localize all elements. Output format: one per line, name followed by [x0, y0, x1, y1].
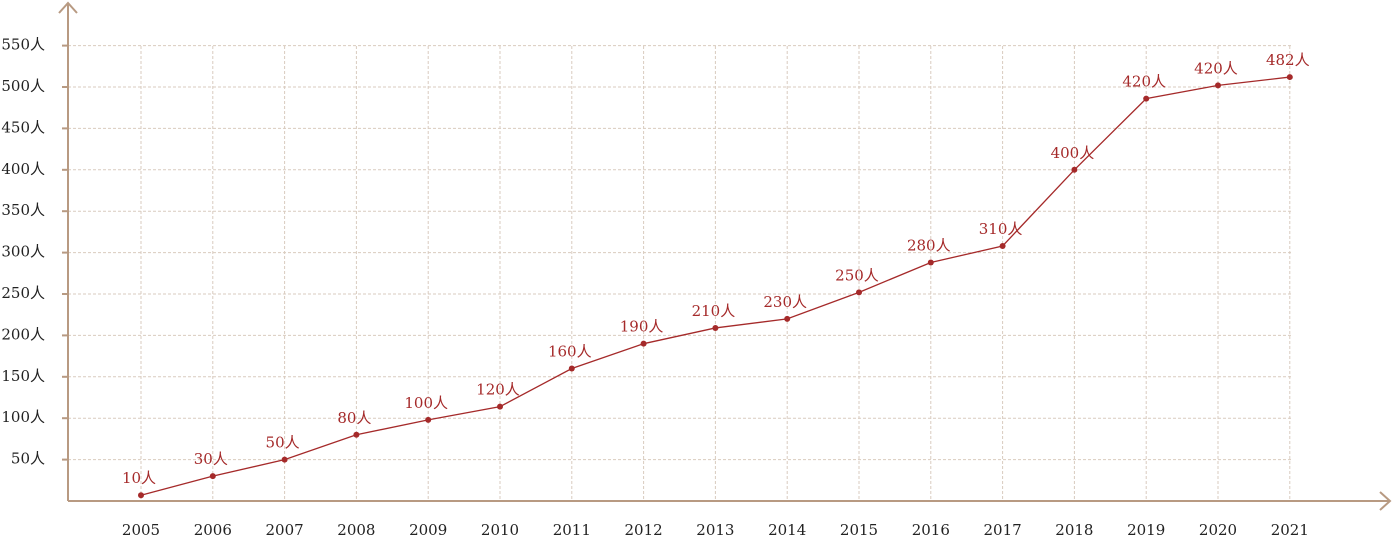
- data-point: [784, 315, 791, 322]
- data-label: 30人: [194, 450, 228, 468]
- x-tick-label: 2019: [1127, 521, 1165, 537]
- data-point: [712, 324, 719, 331]
- x-tick-label: 2013: [696, 521, 734, 537]
- x-tick-label: 2015: [840, 521, 878, 537]
- x-tick-labels: 2005 2006 2007 2008 2009 2010 2011 2012 2013 2014…: [122, 521, 1309, 537]
- data-point: [1071, 166, 1078, 173]
- y-tick-label: 150人: [1, 367, 45, 385]
- data-label: 482人: [1266, 51, 1310, 69]
- data-label: 420人: [1122, 73, 1166, 91]
- y-tick-label: 500人: [1, 77, 45, 95]
- x-tick-label: 2011: [553, 521, 591, 537]
- series-line: [138, 74, 1293, 499]
- chart-axes: [58, 1, 1392, 511]
- data-point: [1143, 95, 1150, 102]
- y-tick-label: 200人: [1, 325, 45, 343]
- x-tick-label: 2014: [768, 521, 806, 537]
- data-point: [281, 456, 288, 463]
- y-tick-label: 450人: [1, 118, 45, 136]
- data-point: [1215, 82, 1221, 89]
- chart-grid: [68, 45, 1292, 501]
- x-tick-label: 2007: [266, 521, 304, 537]
- y-tick-labels: 50人 100人 150人 200人 250人 300人 350人 400人 450人 500人 5…: [1, 36, 68, 468]
- x-tick-label: 2017: [984, 521, 1022, 537]
- y-tick-label: 300人: [1, 243, 45, 261]
- x-tick-label: 2006: [194, 521, 232, 537]
- y-tick-label: 50人: [11, 450, 45, 468]
- data-point: [353, 431, 360, 438]
- y-tick-label: 250人: [1, 284, 45, 302]
- data-label: 400人: [1051, 144, 1095, 162]
- data-point: [568, 365, 575, 372]
- data-point: [999, 242, 1006, 249]
- x-tick-label: 2005: [122, 521, 160, 537]
- x-tick-label: 2016: [912, 521, 950, 537]
- x-tick-label: 2021: [1271, 521, 1309, 537]
- data-label: 100人: [404, 394, 448, 412]
- y-tick-label: 550人: [1, 36, 45, 54]
- x-tick-label: 2020: [1199, 521, 1237, 537]
- data-label: 50人: [266, 434, 300, 452]
- data-point: [425, 416, 432, 423]
- x-tick-label: 2008: [337, 521, 375, 537]
- x-tick-label: 2010: [481, 521, 519, 537]
- data-label: 10人: [122, 469, 156, 487]
- data-label: 420人: [1194, 59, 1238, 77]
- data-point: [497, 403, 503, 410]
- data-label: 120人: [476, 381, 520, 399]
- data-label: 80人: [337, 409, 371, 427]
- data-point: [640, 340, 647, 347]
- data-label: 310人: [979, 220, 1023, 238]
- y-axis-arrow-icon: [58, 1, 78, 14]
- x-axis-arrow-icon: [1379, 491, 1392, 511]
- data-label: 280人: [907, 237, 951, 255]
- x-tick-label: 2012: [625, 521, 663, 537]
- x-tick-label: 2009: [409, 521, 447, 537]
- data-point: [138, 492, 144, 499]
- data-point: [1286, 74, 1293, 81]
- data-label: 160人: [548, 343, 592, 361]
- data-label: 230人: [763, 293, 807, 311]
- y-tick-label: 100人: [1, 408, 45, 426]
- data-label: 250人: [835, 266, 879, 284]
- data-point: [856, 289, 862, 296]
- data-label: 190人: [620, 318, 664, 336]
- y-tick-label: 350人: [1, 201, 45, 219]
- data-point: [209, 473, 216, 480]
- y-tick-label: 400人: [1, 160, 45, 178]
- data-labels: 10人 30人 50人 80人 100人 120人 160人 190人 210人 230人 250人…: [122, 51, 1310, 487]
- data-label: 210人: [692, 302, 736, 320]
- x-tick-label: 2018: [1055, 521, 1093, 537]
- data-point: [927, 259, 934, 266]
